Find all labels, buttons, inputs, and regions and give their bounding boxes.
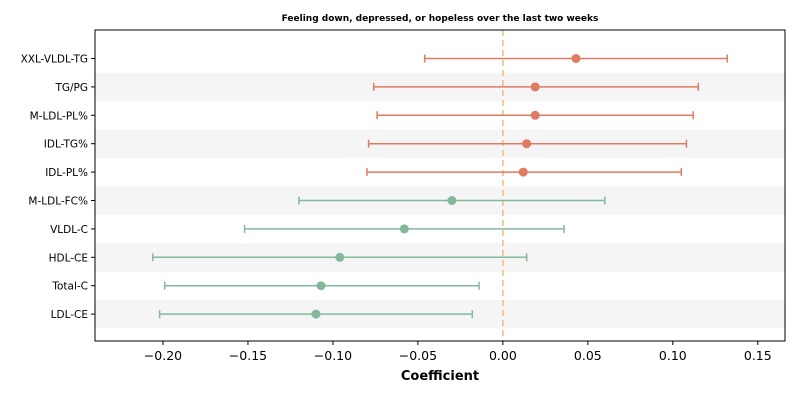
y-tick-label: XXL-VLDL-TG [21,54,88,66]
y-tick-label: M-LDL-FC% [28,196,88,208]
x-axis-label: Coefficient [401,369,479,384]
x-tick-label: −0.20 [144,348,182,363]
chart-title: Feeling down, depressed, or hopeless ove… [282,14,599,24]
estimate-point-IDL-TG% [522,139,532,149]
y-tick-label: VLDL-C [50,224,88,236]
y-tick-label: Total-C [51,281,88,293]
estimate-point-IDL-PL% [518,167,528,177]
y-tick-label: IDL-TG% [44,139,88,151]
y-tick-label: TG/PG [54,82,88,94]
y-tick-label: HDL-CE [49,252,88,264]
estimate-point-M-LDL-FC% [447,196,457,205]
x-axis-ticks: −0.20 −0.15 −0.10 −0.05 0.00 0.05 0.10 0.15 [144,341,772,363]
estimate-point-Total-C [316,281,326,291]
estimate-point-HDL-CE [335,252,345,262]
x-tick-label: −0.15 [229,348,267,363]
estimate-point-LDL-CE [311,309,321,319]
y-tick-label: IDL-PL% [45,167,88,179]
y-tick-label: M-LDL-PL% [30,110,88,122]
x-tick-label: 0.15 [744,348,772,363]
x-tick-label: −0.05 [399,348,437,363]
estimate-points [311,54,581,319]
plot-frame [94,29,786,342]
estimate-point-M-LDL-PL% [530,110,540,120]
x-tick-label: 0.05 [574,348,602,363]
y-tick-label: LDL-CE [51,309,88,321]
x-tick-label: 0.00 [489,348,517,363]
x-tick-label: 0.10 [659,348,687,363]
estimate-point-XXL-VLDL-TG [571,54,581,63]
y-axis-ticks: XXL-VLDL-TG TG/PG M-LDL-PL% IDL-TG% IDL-PL% M… [21,54,95,321]
x-tick-label: −0.10 [314,348,352,363]
estimate-point-TG/PG [530,82,540,92]
estimate-point-VLDL-C [399,224,409,234]
